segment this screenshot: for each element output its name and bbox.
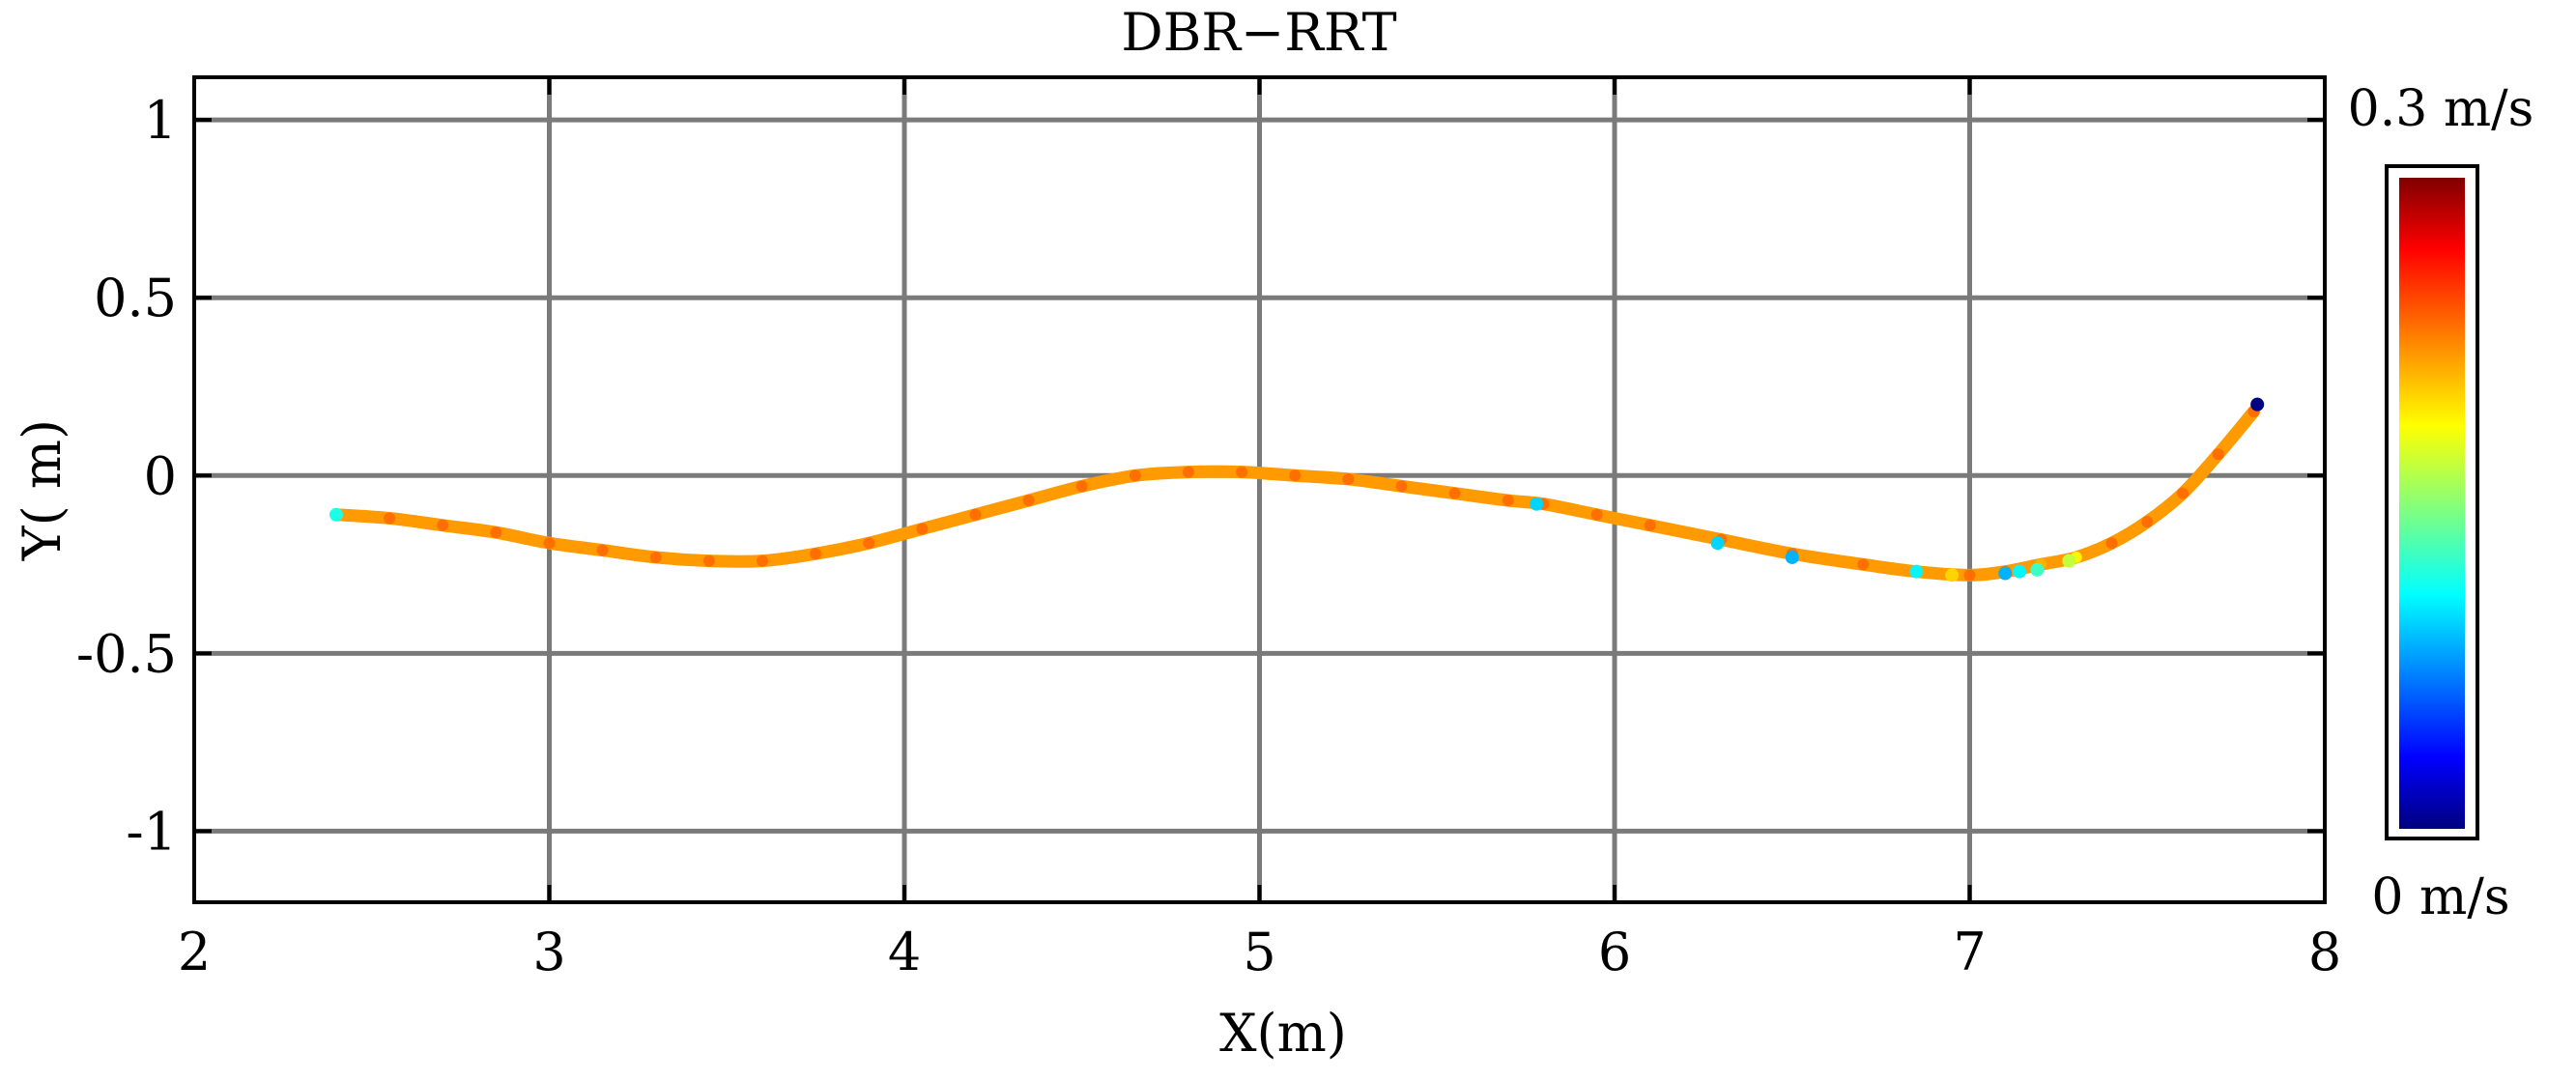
trajectory-point: [1502, 495, 1514, 507]
trajectory-point: [490, 526, 502, 539]
speed-marker: [1530, 497, 1544, 511]
speed-marker: [1945, 568, 1960, 583]
y-axis-ticks: 1 0.5 0 -0.5 -1: [76, 90, 2325, 862]
trajectory-point: [1075, 480, 1088, 493]
x-tick-label: 6: [1598, 922, 1631, 982]
trajectory-line: [329, 405, 2260, 582]
speed-marker: [2030, 562, 2045, 577]
trajectory-point: [649, 551, 662, 563]
x-axis-label: X(m): [1219, 1003, 1347, 1064]
trajectory-point: [596, 544, 609, 556]
speed-marker: [1710, 536, 1725, 551]
x-tick-label: 8: [2308, 922, 2341, 982]
colorbar: 0.3 m/s 0 m/s: [2348, 80, 2534, 926]
trajectory-point: [1022, 495, 1035, 507]
trajectory-point: [2177, 487, 2189, 499]
speed-marker: [329, 507, 343, 522]
x-tick-label: 7: [1953, 922, 1986, 982]
colorbar-max-label: 0.3 m/s: [2348, 80, 2534, 138]
y-tick-label: -0.5: [76, 623, 177, 684]
speed-marker: [1909, 564, 1924, 579]
y-tick-label: 0.5: [94, 268, 177, 328]
y-tick-label: 0: [144, 445, 177, 506]
trajectory-point: [1183, 466, 1194, 478]
speed-marker: [1785, 550, 1799, 564]
trajectory-point: [969, 508, 982, 521]
grid-lines: [194, 77, 2325, 902]
trajectory-point: [1644, 519, 1656, 531]
trajectory-point: [810, 548, 822, 560]
trajectory-point: [543, 537, 556, 550]
y-tick-label: -1: [126, 801, 177, 862]
colorbar-min-label: 0 m/s: [2371, 868, 2509, 926]
x-tick-label: 4: [888, 922, 921, 982]
trajectory-point: [1129, 469, 1141, 482]
x-tick-label: 2: [178, 922, 211, 982]
trajectory-point: [1448, 487, 1461, 499]
x-axis-ticks: 2 3 4 5 6 7 8: [178, 77, 2341, 982]
trajectory-point: [1857, 558, 1870, 571]
trajectory-point: [757, 554, 768, 567]
trajectory-point: [1590, 508, 1603, 521]
speed-marker: [2012, 564, 2026, 579]
trajectory-point: [2141, 516, 2154, 528]
trajectory-point: [1236, 466, 1248, 478]
trajectory-point: [437, 519, 449, 531]
speed-marker: [1998, 566, 2013, 581]
colorbar-gradient: [2399, 178, 2465, 829]
trajectory-point: [384, 512, 396, 525]
trajectory-point: [1289, 469, 1302, 482]
trajectory-point: [863, 537, 875, 550]
trajectory-point: [702, 554, 715, 567]
x-tick-label: 3: [532, 922, 565, 982]
trajectory-point: [916, 523, 929, 535]
speed-marker: [2062, 554, 2076, 568]
trajectory-point: [2105, 537, 2118, 550]
speed-markers: [329, 397, 2265, 583]
trajectory-point: [1395, 480, 1408, 493]
trajectory-point: [1963, 569, 1976, 582]
trajectory-point: [2212, 448, 2224, 461]
y-axis-label: Y( m): [12, 419, 72, 561]
y-tick-label: 1: [144, 90, 177, 151]
trajectory-point: [1342, 472, 1355, 485]
chart-title: DBR−RRT: [1121, 2, 1396, 63]
speed-marker: [2250, 397, 2265, 412]
x-tick-label: 5: [1243, 922, 1275, 982]
